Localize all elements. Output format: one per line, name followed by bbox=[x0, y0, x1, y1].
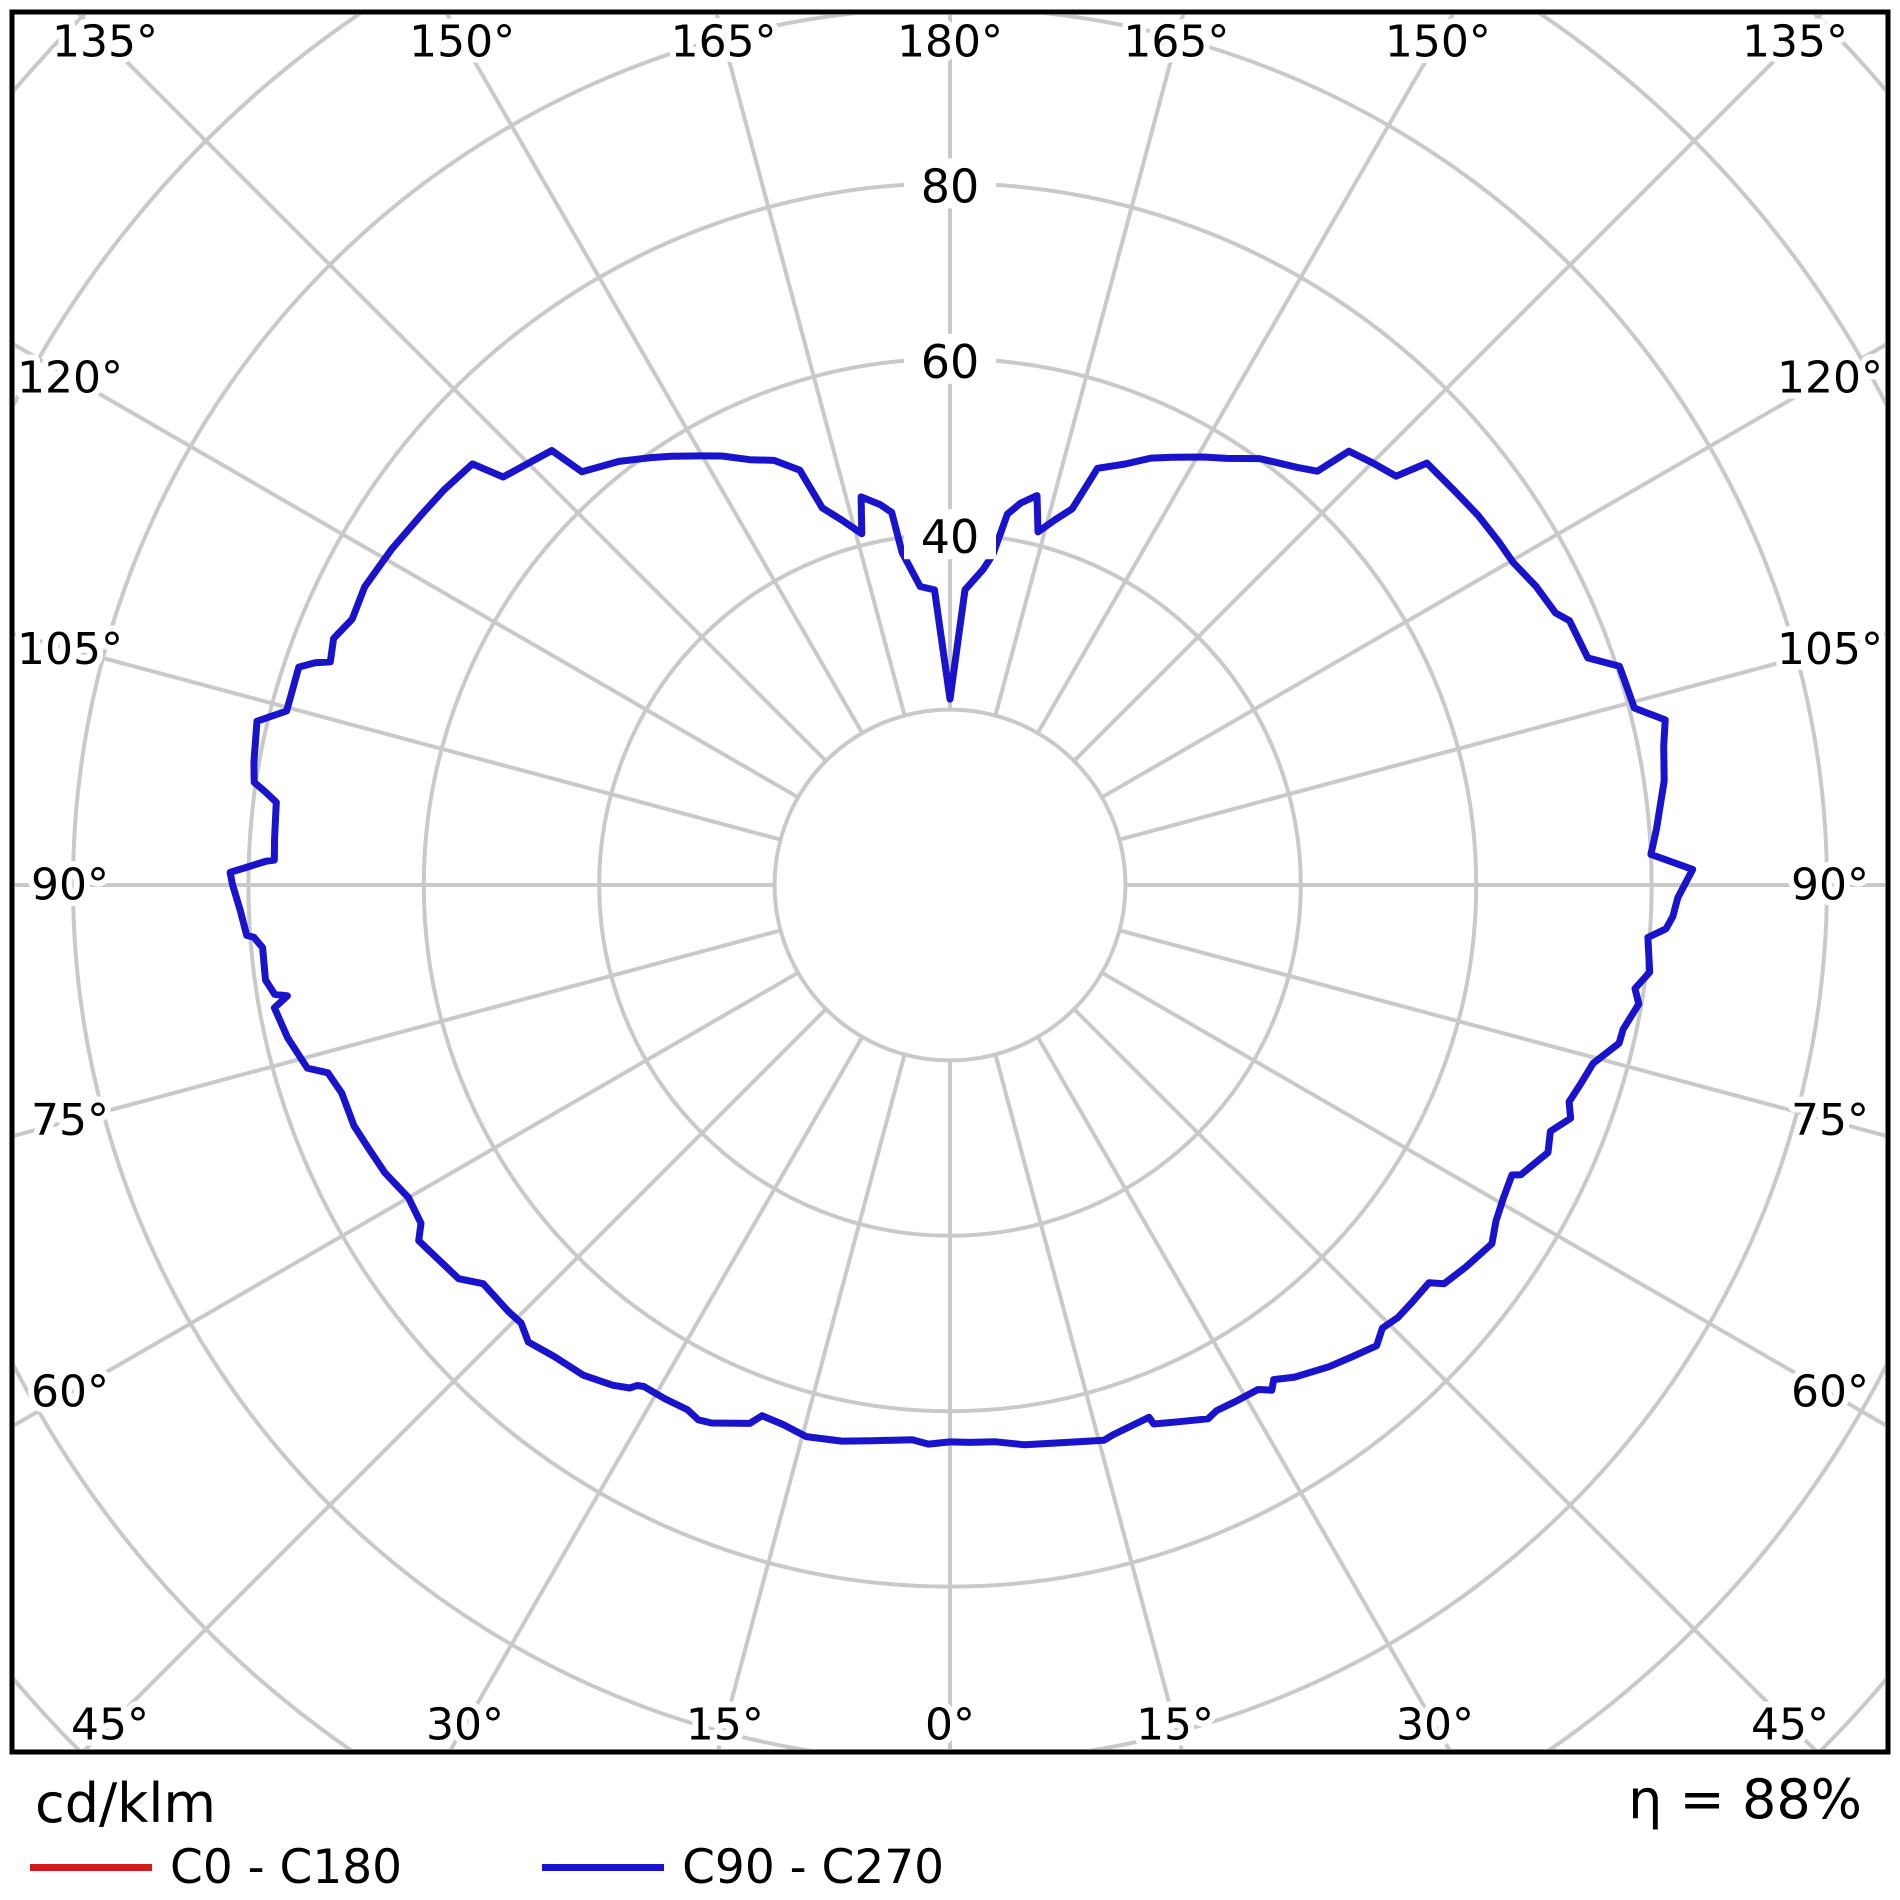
angle-label-75deg: 75° bbox=[1791, 1095, 1869, 1146]
legend-label-c0-c180: C0 - C180 bbox=[170, 1840, 403, 1895]
angle-tick-labels: 135° 150° 165° 180° 165° 150° 135° 45° 30° 15° 0° 1… bbox=[11, 11, 1889, 1757]
angular-gridline-210 bbox=[445, 15, 865, 735]
angle-label-165deg: 165° bbox=[671, 17, 777, 68]
angle-label-150deg: 150° bbox=[1385, 17, 1491, 68]
angle-label-60deg: 60° bbox=[1791, 1366, 1869, 1417]
curve-c90-c270 bbox=[226, 447, 1697, 1449]
angular-gridline-60 bbox=[1100, 970, 1885, 1428]
radial-tick-label-80: 80 bbox=[921, 159, 980, 213]
angular-gridline-240 bbox=[15, 342, 800, 800]
angular-gridline-15 bbox=[993, 1053, 1184, 1749]
radial-tick-labels: 40 60 80 bbox=[904, 158, 996, 564]
angle-label-45deg: 45° bbox=[1751, 1700, 1829, 1751]
angle-label-75deg: 75° bbox=[31, 1095, 109, 1146]
legend-line-c90-c270-icon bbox=[542, 1864, 665, 1871]
angle-label-90deg: 90° bbox=[1791, 860, 1869, 911]
efficiency-label: η = 88% bbox=[1628, 1768, 1862, 1831]
angle-label-15deg: 15° bbox=[1136, 1700, 1214, 1751]
radial-tick-label-60: 60 bbox=[921, 335, 980, 389]
angular-gridline-120 bbox=[1100, 342, 1885, 800]
angular-gridline-255 bbox=[15, 632, 782, 842]
angular-gridline-45 bbox=[1072, 1007, 1817, 1749]
angular-gridline-330 bbox=[448, 1035, 865, 1749]
angle-label-0deg: 0° bbox=[925, 1700, 975, 1751]
angular-gridline-105 bbox=[1118, 632, 1885, 842]
angle-label-105deg: 105° bbox=[1777, 624, 1883, 675]
legend-label-c90-c270: C90 - C270 bbox=[682, 1840, 945, 1895]
angle-label-30deg: 30° bbox=[1396, 1700, 1474, 1751]
angle-label-15deg: 15° bbox=[686, 1700, 764, 1751]
radial-tick-halo bbox=[904, 333, 996, 384]
angle-label-180deg: 180° bbox=[897, 17, 1003, 68]
angular-gridline-150 bbox=[1035, 15, 1455, 735]
angular-gridline-30 bbox=[1035, 1035, 1452, 1749]
angle-label-120deg: 120° bbox=[17, 353, 123, 404]
angular-gridline-285 bbox=[15, 928, 782, 1138]
radial-tick-label-40: 40 bbox=[921, 510, 980, 564]
angle-label-30deg: 30° bbox=[426, 1700, 504, 1751]
angular-gridline-195 bbox=[714, 15, 907, 717]
plot-border bbox=[9, 9, 1891, 1755]
angular-gridline-225 bbox=[77, 15, 828, 763]
radial-gridline-20 bbox=[772, 707, 1128, 1063]
angle-label-45deg: 45° bbox=[71, 1700, 149, 1751]
angle-label-105deg: 105° bbox=[17, 624, 123, 675]
radial-tick-halo bbox=[904, 509, 996, 560]
angle-label-165deg: 165° bbox=[1123, 17, 1229, 68]
angle-label-60deg: 60° bbox=[31, 1366, 109, 1417]
angle-label-135deg: 135° bbox=[1742, 17, 1848, 68]
angle-label-120deg: 120° bbox=[1777, 353, 1883, 404]
legend: C0 - C180 C90 - C270 bbox=[30, 1840, 944, 1895]
angular-gridline-315 bbox=[83, 1007, 828, 1749]
radial-tick-halo bbox=[904, 158, 996, 209]
angular-gridline-135 bbox=[1072, 15, 1823, 763]
angle-label-90deg: 90° bbox=[31, 860, 109, 911]
angular-gridline-300 bbox=[15, 970, 800, 1428]
angle-label-150deg: 150° bbox=[409, 17, 515, 68]
legend-line-c0-c180-icon bbox=[30, 1864, 152, 1871]
angular-gridline-165 bbox=[993, 15, 1186, 717]
angular-gridline-75 bbox=[1118, 928, 1885, 1138]
angle-label-135deg: 135° bbox=[52, 17, 158, 68]
angular-gridline-345 bbox=[716, 1053, 907, 1749]
units-label: cd/klm bbox=[35, 1772, 217, 1835]
distribution-curves bbox=[226, 447, 1697, 1449]
